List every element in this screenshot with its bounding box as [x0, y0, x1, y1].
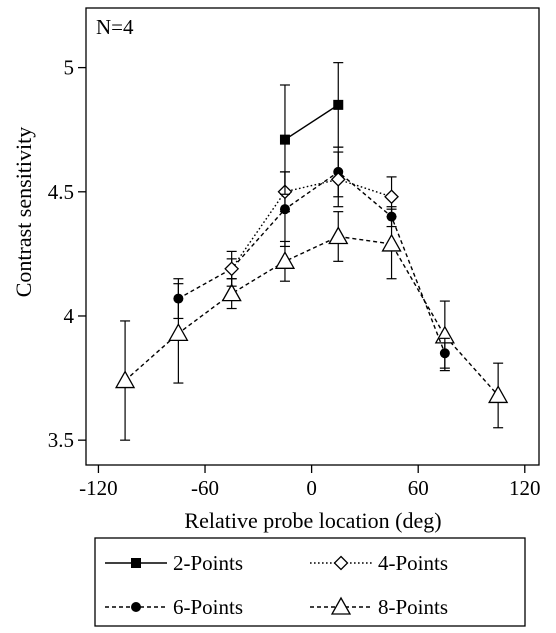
x-axis-label: Relative probe location (deg): [184, 508, 441, 533]
sample-size-annotation: N=4: [96, 15, 134, 39]
x-tick-label: 0: [306, 476, 317, 500]
legend-marker: [333, 555, 349, 571]
data-point: [333, 99, 344, 110]
data-point: [224, 261, 240, 277]
data-marks: [114, 62, 509, 441]
axes: -120 -60 0 60 120 3.5 4 4.5 5: [48, 56, 541, 500]
data-point: [328, 226, 349, 245]
data-point: [173, 293, 184, 304]
x-tick-label: 120: [509, 476, 541, 500]
y-tick-label: 3.5: [48, 428, 74, 452]
legend-item-2-points: 2-Points: [105, 551, 243, 575]
legend-box: [94, 537, 526, 627]
data-point: [274, 251, 296, 269]
data-point: [488, 385, 509, 404]
legend-marker: [131, 602, 141, 612]
series-line: [231, 178, 392, 270]
data-point: [114, 370, 136, 389]
x-tick-label: -120: [79, 476, 118, 500]
plot-frame: [85, 7, 540, 466]
legend-item-8-points: 8-Points: [310, 595, 448, 619]
y-tick-label: 5: [64, 56, 75, 80]
legend-marker: [330, 596, 352, 615]
series-6-points: [173, 146, 450, 369]
legend-item-4-points: 4-Points: [310, 551, 448, 575]
legend-label: 2-Points: [173, 551, 243, 575]
data-point: [381, 233, 402, 252]
series-line: [178, 171, 446, 354]
series-2-points: [279, 62, 344, 195]
series-8-points: [114, 208, 509, 441]
y-axis-label: Contrast sensitivity: [11, 127, 36, 298]
data-point: [384, 189, 399, 205]
legend-label: 6-Points: [173, 595, 243, 619]
legend-item-6-points: 6-Points: [105, 595, 243, 619]
series-line: [284, 104, 339, 141]
legend-label: 4-Points: [378, 551, 448, 575]
legend-marker: [131, 558, 141, 568]
data-point: [330, 171, 346, 187]
series-line: [124, 235, 499, 396]
x-tick-label: -60: [191, 476, 219, 500]
y-tick-label: 4.5: [48, 180, 74, 204]
y-tick-label: 4: [64, 304, 75, 328]
data-point: [439, 348, 450, 359]
legend: 2-Points 4-Points 6-Points 8-Points: [105, 551, 448, 619]
data-point: [168, 323, 189, 342]
data-point: [221, 283, 242, 302]
x-tick-label: 60: [408, 476, 429, 500]
series-4-points: [224, 151, 399, 287]
legend-label: 8-Points: [378, 595, 448, 619]
data-point: [279, 134, 290, 145]
